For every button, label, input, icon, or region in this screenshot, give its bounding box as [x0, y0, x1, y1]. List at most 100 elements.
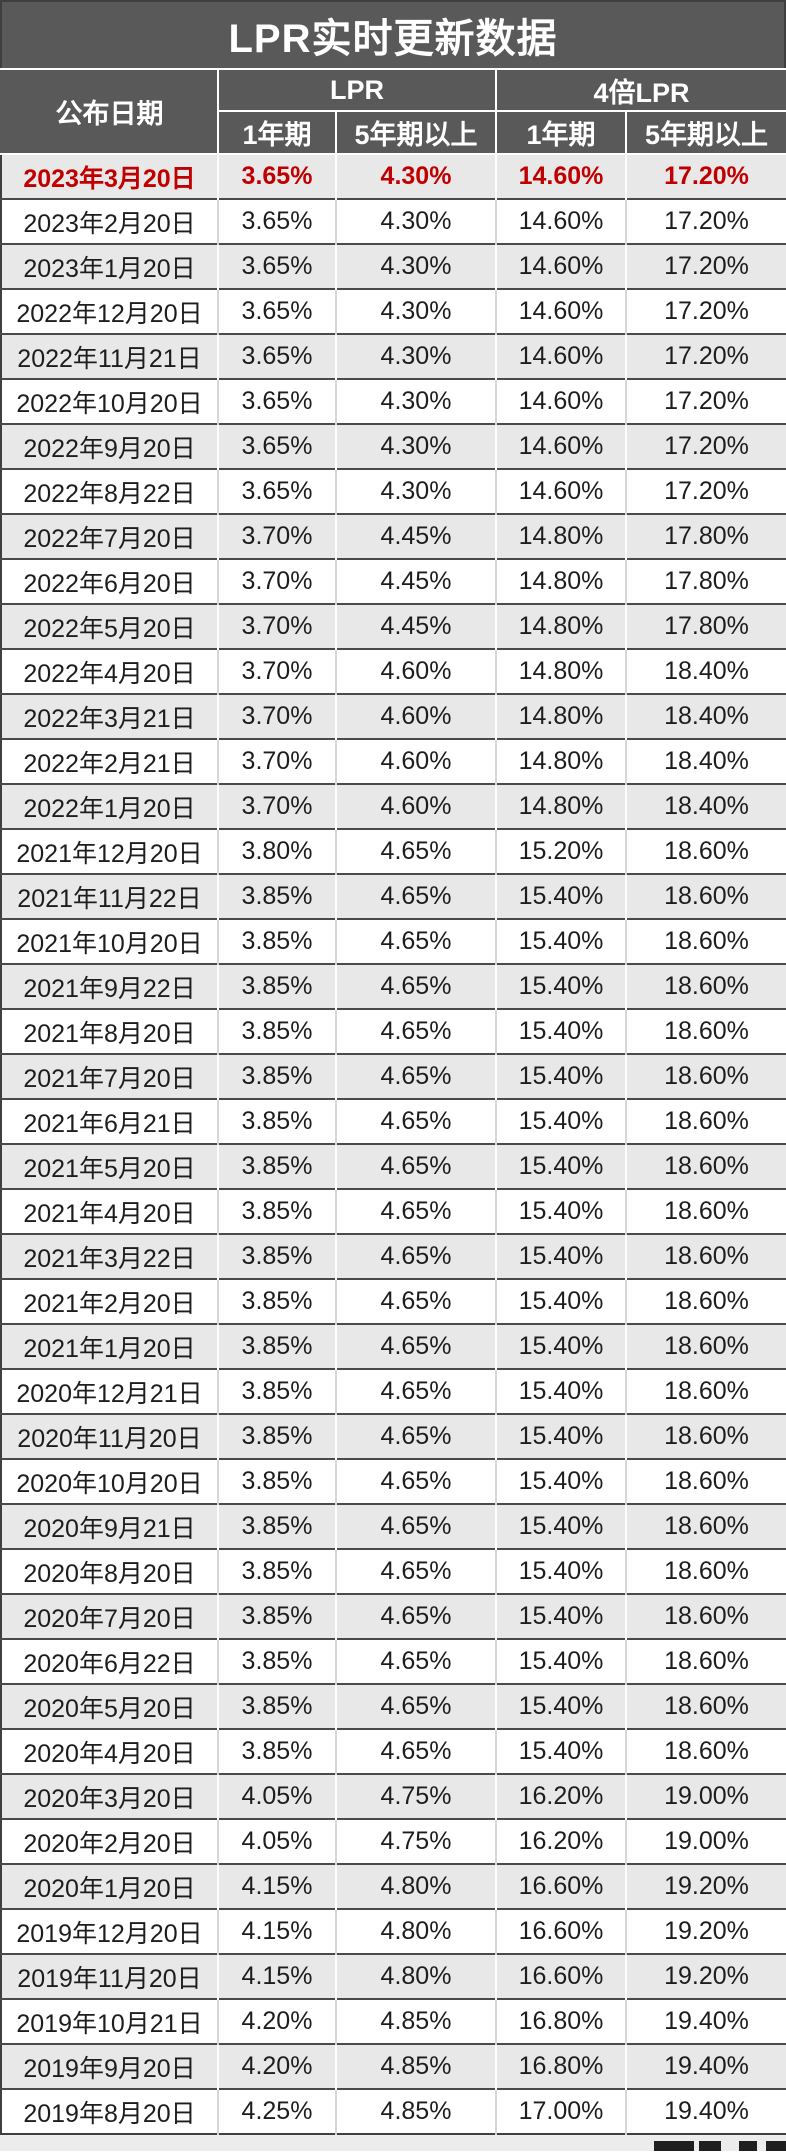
rate-cell: 4.65% [335, 1683, 496, 1729]
rate-cell: 3.70% [217, 783, 336, 829]
rate-cell: 4.65% [335, 1233, 496, 1279]
table-row: 2020年1月20日 4.15% 4.80% 16.60% 19.20% [1, 1863, 786, 1909]
rate-cell: 15.40% [495, 1728, 626, 1774]
header-group-row: 公布日期 LPR 4倍LPR [0, 68, 786, 155]
rate-cell: 18.60% [625, 1233, 786, 1279]
date-cell: 2021年7月20日 [1, 1053, 218, 1099]
rate-cell: 14.80% [495, 603, 626, 649]
rate-cell: 14.60% [495, 333, 626, 379]
date-cell: 2019年11月20日 [1, 1953, 218, 1999]
rate-cell: 19.20% [625, 1953, 786, 1999]
rate-cell: 18.60% [625, 1593, 786, 1639]
date-cell: 2021年6月21日 [1, 1098, 218, 1144]
rate-cell: 3.65% [217, 243, 336, 289]
rate-cell: 4.25% [217, 2088, 336, 2134]
rate-cell: 15.40% [495, 1503, 626, 1549]
rate-cell: 15.40% [495, 1233, 626, 1279]
rate-cell: 3.70% [217, 738, 336, 784]
date-cell: 2023年3月20日 [1, 153, 218, 199]
table-row: 2020年5月20日 3.85% 4.65% 15.40% 18.60% [1, 1683, 786, 1729]
rate-cell: 3.65% [217, 423, 336, 469]
rate-cell: 3.85% [217, 1683, 336, 1729]
date-cell: 2022年2月21日 [1, 738, 218, 784]
rate-cell: 4.30% [335, 198, 496, 244]
date-cell: 2020年2月20日 [1, 1818, 218, 1864]
rate-cell: 17.20% [625, 333, 786, 379]
date-cell: 2022年6月20日 [1, 558, 218, 604]
table-row: 2022年1月20日 3.70% 4.60% 14.80% 18.40% [1, 783, 786, 829]
date-cell: 2022年11月21日 [1, 333, 218, 379]
table-row: 2023年1月20日 3.65% 4.30% 14.60% 17.20% [1, 243, 786, 289]
rate-cell: 14.80% [495, 648, 626, 694]
date-cell: 2021年10月20日 [1, 918, 218, 964]
rate-cell: 15.40% [495, 1548, 626, 1594]
rate-cell: 17.80% [625, 603, 786, 649]
table-row: 2020年10月20日 3.85% 4.65% 15.40% 18.60% [1, 1458, 786, 1504]
rate-cell: 16.60% [495, 1863, 626, 1909]
table-row: 2022年6月20日 3.70% 4.45% 14.80% 17.80% [1, 558, 786, 604]
date-cell: 2021年5月20日 [1, 1143, 218, 1189]
date-cell: 2022年4月20日 [1, 648, 218, 694]
table-row: 2020年12月21日 3.85% 4.65% 15.40% 18.60% [1, 1368, 786, 1414]
rate-cell: 16.20% [495, 1818, 626, 1864]
rate-cell: 4.80% [335, 1908, 496, 1954]
rate-cell: 3.85% [217, 1638, 336, 1684]
rate-cell: 4.65% [335, 918, 496, 964]
date-cell: 2022年3月21日 [1, 693, 218, 739]
rate-cell: 14.80% [495, 738, 626, 784]
rate-cell: 4.65% [335, 1098, 496, 1144]
date-cell: 2020年9月21日 [1, 1503, 218, 1549]
rate-cell: 4.30% [335, 333, 496, 379]
rate-cell: 15.20% [495, 828, 626, 874]
rate-cell: 14.60% [495, 423, 626, 469]
rate-cell: 19.40% [625, 1998, 786, 2044]
date-cell: 2023年2月20日 [1, 198, 218, 244]
rate-cell: 3.85% [217, 1728, 336, 1774]
rate-cell: 4.65% [335, 1053, 496, 1099]
rate-cell: 14.60% [495, 288, 626, 334]
rate-cell: 17.20% [625, 243, 786, 289]
rate-cell: 15.40% [495, 873, 626, 919]
watermark-glyph [739, 2141, 757, 2151]
rate-cell: 18.60% [625, 1143, 786, 1189]
date-cell: 2020年10月20日 [1, 1458, 218, 1504]
rate-cell: 3.85% [217, 1278, 336, 1324]
table-row: 2019年12月20日 4.15% 4.80% 16.60% 19.20% [1, 1908, 786, 1954]
rate-cell: 14.60% [495, 243, 626, 289]
table-row: 2021年7月20日 3.85% 4.65% 15.40% 18.60% [1, 1053, 786, 1099]
rate-cell: 18.60% [625, 918, 786, 964]
header-group-lpr: LPR [217, 68, 497, 112]
rate-cell: 3.85% [217, 1593, 336, 1639]
rate-cell: 4.65% [335, 1548, 496, 1594]
rate-cell: 19.40% [625, 2043, 786, 2089]
table-row: 2021年5月20日 3.85% 4.65% 15.40% 18.60% [1, 1143, 786, 1189]
rate-cell: 15.40% [495, 1098, 626, 1144]
rate-cell: 18.60% [625, 1188, 786, 1234]
date-cell: 2022年8月22日 [1, 468, 218, 514]
header-lpr-5y: 5年期以上 [335, 110, 497, 155]
rate-cell: 17.20% [625, 468, 786, 514]
rate-cell: 15.40% [495, 1458, 626, 1504]
watermark-logo [646, 2139, 786, 2151]
rate-cell: 3.85% [217, 1098, 336, 1144]
table-row: 2020年2月20日 4.05% 4.75% 16.20% 19.00% [1, 1818, 786, 1864]
date-cell: 2022年1月20日 [1, 783, 218, 829]
date-cell: 2022年12月20日 [1, 288, 218, 334]
rate-cell: 4.85% [335, 2043, 496, 2089]
rate-cell: 4.45% [335, 558, 496, 604]
table-row: 2022年9月20日 3.65% 4.30% 14.60% 17.20% [1, 423, 786, 469]
rate-cell: 19.20% [625, 1908, 786, 1954]
rate-cell: 4.45% [335, 603, 496, 649]
rate-cell: 17.80% [625, 513, 786, 559]
rate-cell: 18.60% [625, 1458, 786, 1504]
rate-cell: 4.30% [335, 153, 496, 199]
rate-cell: 3.65% [217, 153, 336, 199]
page-title: LPR实时更新数据 [0, 0, 786, 68]
rate-cell: 4.15% [217, 1953, 336, 1999]
rate-cell: 4.60% [335, 648, 496, 694]
rate-cell: 4.05% [217, 1818, 336, 1864]
table-row: 2020年3月20日 4.05% 4.75% 16.20% 19.00% [1, 1773, 786, 1819]
table-body: 2023年3月20日 3.65% 4.30% 14.60% 17.20% 2023年2月2… [1, 153, 786, 2134]
date-cell: 2021年1月20日 [1, 1323, 218, 1369]
date-cell: 2019年10月21日 [1, 1998, 218, 2044]
